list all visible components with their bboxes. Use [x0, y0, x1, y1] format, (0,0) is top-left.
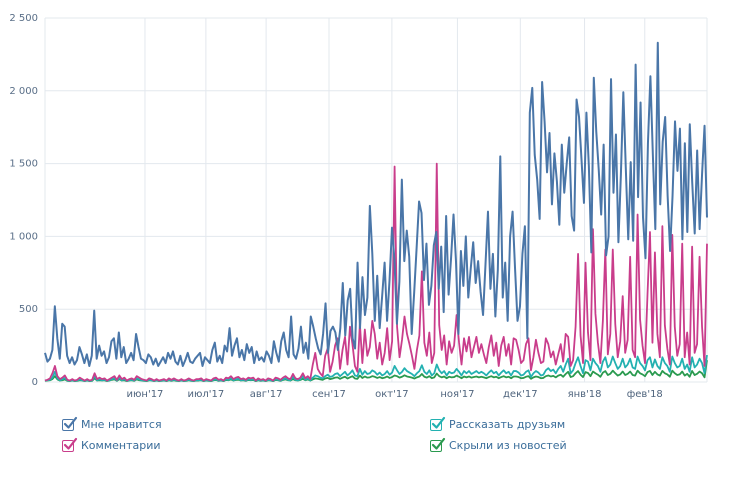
- x-axis: июн'17 июл'17 авг'17 сен'17 окт'17 ноя'17 дек'…: [126, 389, 662, 400]
- y-tick-label: 1 500: [9, 159, 38, 170]
- checkbox-checked-icon[interactable]: [62, 437, 78, 452]
- legend-item-likes[interactable]: Мне нравится: [62, 416, 162, 431]
- x-tick-label: дек'17: [503, 389, 538, 400]
- x-tick-label: авг'17: [250, 389, 283, 400]
- checkbox-checked-icon[interactable]: [430, 437, 446, 452]
- x-tick-label: фев'18: [627, 389, 663, 400]
- legend-item-comments[interactable]: Комментарии: [62, 437, 161, 452]
- x-tick-label: сен'17: [312, 389, 346, 400]
- legend-label: Рассказать друзьям: [449, 418, 566, 431]
- legend-label: Скрыли из новостей: [449, 439, 567, 452]
- y-tick-label: 500: [19, 304, 38, 315]
- x-tick-label: янв'18: [568, 389, 602, 400]
- x-tick-label: июн'17: [126, 389, 163, 400]
- legend-label: Комментарии: [81, 439, 161, 452]
- legend-item-hidden[interactable]: Скрыли из новостей: [430, 437, 567, 452]
- legend-item-shares[interactable]: Рассказать друзьям: [430, 416, 566, 431]
- series-line-comments: [44, 162, 708, 382]
- x-tick-label: июл'17: [187, 389, 224, 400]
- checkbox-checked-icon[interactable]: [62, 416, 78, 431]
- y-tick-label: 0: [32, 377, 38, 388]
- x-tick-label: окт'17: [375, 389, 408, 400]
- series-line-likes: [44, 41, 708, 367]
- y-tick-label: 2 000: [9, 86, 38, 97]
- checkbox-checked-icon[interactable]: [430, 416, 446, 431]
- y-tick-label: 1 000: [9, 231, 38, 242]
- series-lines: [44, 41, 708, 383]
- y-axis: 0 500 1 000 1 500 2 000 2 500: [9, 13, 38, 388]
- x-tick-label: ноя'17: [440, 389, 474, 400]
- y-tick-label: 2 500: [9, 13, 38, 24]
- legend-label: Мне нравится: [81, 418, 162, 431]
